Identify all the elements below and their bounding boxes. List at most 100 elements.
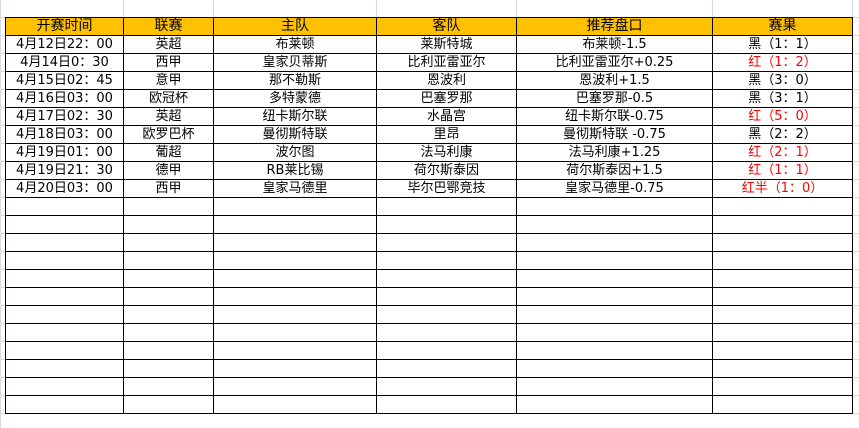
empty-cell[interactable] xyxy=(5,341,124,360)
cell-away[interactable]: 法马利康 xyxy=(376,143,517,162)
empty-cell[interactable] xyxy=(213,215,377,234)
empty-cell[interactable] xyxy=(712,287,853,306)
empty-cell[interactable] xyxy=(123,197,214,216)
empty-cell[interactable] xyxy=(516,341,713,360)
empty-cell[interactable] xyxy=(376,323,517,342)
header-league[interactable]: 联赛 xyxy=(123,17,214,36)
empty-cell[interactable] xyxy=(516,287,713,306)
empty-cell[interactable] xyxy=(5,323,124,342)
empty-cell[interactable] xyxy=(213,341,377,360)
header-pick[interactable]: 推荐盘口 xyxy=(516,17,713,36)
cell-pick[interactable]: 曼彻斯特联 -0.75 xyxy=(516,125,713,144)
cell-league[interactable]: 英超 xyxy=(123,35,214,54)
empty-cell[interactable] xyxy=(5,377,124,396)
empty-cell[interactable] xyxy=(516,251,713,270)
cell-home[interactable]: RB莱比锡 xyxy=(213,161,377,180)
empty-cell[interactable] xyxy=(213,323,377,342)
empty-cell[interactable] xyxy=(712,233,853,252)
empty-cell[interactable] xyxy=(376,233,517,252)
empty-cell[interactable] xyxy=(376,269,517,288)
empty-cell[interactable] xyxy=(5,197,124,216)
empty-cell[interactable] xyxy=(123,251,214,270)
empty-cell[interactable] xyxy=(712,215,853,234)
cell-league[interactable]: 西甲 xyxy=(123,53,214,72)
empty-cell[interactable] xyxy=(213,251,377,270)
empty-cell[interactable] xyxy=(712,359,853,378)
cell-pick[interactable]: 皇家马德里-0.75 xyxy=(516,179,713,198)
cell-away[interactable]: 莱斯特城 xyxy=(376,35,517,54)
cell-pick[interactable]: 恩波利+1.5 xyxy=(516,71,713,90)
empty-cell[interactable] xyxy=(123,323,214,342)
cell-time[interactable]: 4月20日03：00 xyxy=(5,179,124,198)
empty-cell[interactable] xyxy=(213,305,377,324)
cell-result[interactable]: 黑（2：2） xyxy=(712,125,853,144)
empty-cell[interactable] xyxy=(712,197,853,216)
cell-away[interactable]: 毕尔巴鄂竞技 xyxy=(376,179,517,198)
cell-away[interactable]: 里昂 xyxy=(376,125,517,144)
cell-time[interactable]: 4月19日01：00 xyxy=(5,143,124,162)
empty-cell[interactable] xyxy=(516,197,713,216)
cell-league[interactable]: 德甲 xyxy=(123,161,214,180)
empty-cell[interactable] xyxy=(123,287,214,306)
cell-league[interactable]: 欧罗巴杯 xyxy=(123,125,214,144)
cell-home[interactable]: 纽卡斯尔联 xyxy=(213,107,377,126)
empty-cell[interactable] xyxy=(213,377,377,396)
empty-cell[interactable] xyxy=(123,359,214,378)
empty-cell[interactable] xyxy=(213,359,377,378)
empty-cell[interactable] xyxy=(712,341,853,360)
cell-time[interactable]: 4月16日03：00 xyxy=(5,89,124,108)
cell-home[interactable]: 那不勒斯 xyxy=(213,71,377,90)
cell-result[interactable]: 黑（3：1） xyxy=(712,89,853,108)
empty-cell[interactable] xyxy=(376,395,517,414)
empty-cell[interactable] xyxy=(376,359,517,378)
cell-time[interactable]: 4月18日03：00 xyxy=(5,125,124,144)
cell-league[interactable]: 葡超 xyxy=(123,143,214,162)
empty-cell[interactable] xyxy=(5,395,124,414)
empty-cell[interactable] xyxy=(516,233,713,252)
empty-cell[interactable] xyxy=(712,323,853,342)
empty-cell[interactable] xyxy=(213,395,377,414)
cell-time[interactable]: 4月12日22：00 xyxy=(5,35,124,54)
cell-away[interactable]: 荷尔斯泰因 xyxy=(376,161,517,180)
empty-cell[interactable] xyxy=(123,341,214,360)
header-away[interactable]: 客队 xyxy=(376,17,517,36)
cell-home[interactable]: 波尔图 xyxy=(213,143,377,162)
empty-cell[interactable] xyxy=(123,377,214,396)
empty-cell[interactable] xyxy=(712,305,853,324)
empty-cell[interactable] xyxy=(5,215,124,234)
empty-cell[interactable] xyxy=(5,359,124,378)
cell-league[interactable]: 英超 xyxy=(123,107,214,126)
cell-result[interactable]: 红半（1：0） xyxy=(712,179,853,198)
cell-home[interactable]: 皇家马德里 xyxy=(213,179,377,198)
empty-cell[interactable] xyxy=(516,305,713,324)
empty-cell[interactable] xyxy=(213,287,377,306)
cell-home[interactable]: 多特蒙德 xyxy=(213,89,377,108)
empty-cell[interactable] xyxy=(516,215,713,234)
cell-pick[interactable]: 法马利康+1.25 xyxy=(516,143,713,162)
cell-result[interactable]: 红（1：2） xyxy=(712,53,853,72)
empty-cell[interactable] xyxy=(123,233,214,252)
empty-cell[interactable] xyxy=(376,287,517,306)
cell-result[interactable]: 红（5：0） xyxy=(712,107,853,126)
cell-pick[interactable]: 布莱顿-1.5 xyxy=(516,35,713,54)
empty-cell[interactable] xyxy=(712,251,853,270)
empty-cell[interactable] xyxy=(213,197,377,216)
cell-time[interactable]: 4月17日02：30 xyxy=(5,107,124,126)
empty-cell[interactable] xyxy=(123,269,214,288)
cell-away[interactable]: 恩波利 xyxy=(376,71,517,90)
empty-cell[interactable] xyxy=(123,215,214,234)
empty-cell[interactable] xyxy=(712,377,853,396)
empty-cell[interactable] xyxy=(516,323,713,342)
empty-cell[interactable] xyxy=(123,395,214,414)
empty-cell[interactable] xyxy=(5,251,124,270)
cell-home[interactable]: 曼彻斯特联 xyxy=(213,125,377,144)
empty-cell[interactable] xyxy=(516,359,713,378)
empty-cell[interactable] xyxy=(213,233,377,252)
cell-home[interactable]: 布莱顿 xyxy=(213,35,377,54)
empty-cell[interactable] xyxy=(376,305,517,324)
empty-cell[interactable] xyxy=(213,269,377,288)
cell-pick[interactable]: 荷尔斯泰因+1.5 xyxy=(516,161,713,180)
cell-league[interactable]: 欧冠杯 xyxy=(123,89,214,108)
empty-cell[interactable] xyxy=(516,377,713,396)
empty-cell[interactable] xyxy=(376,377,517,396)
